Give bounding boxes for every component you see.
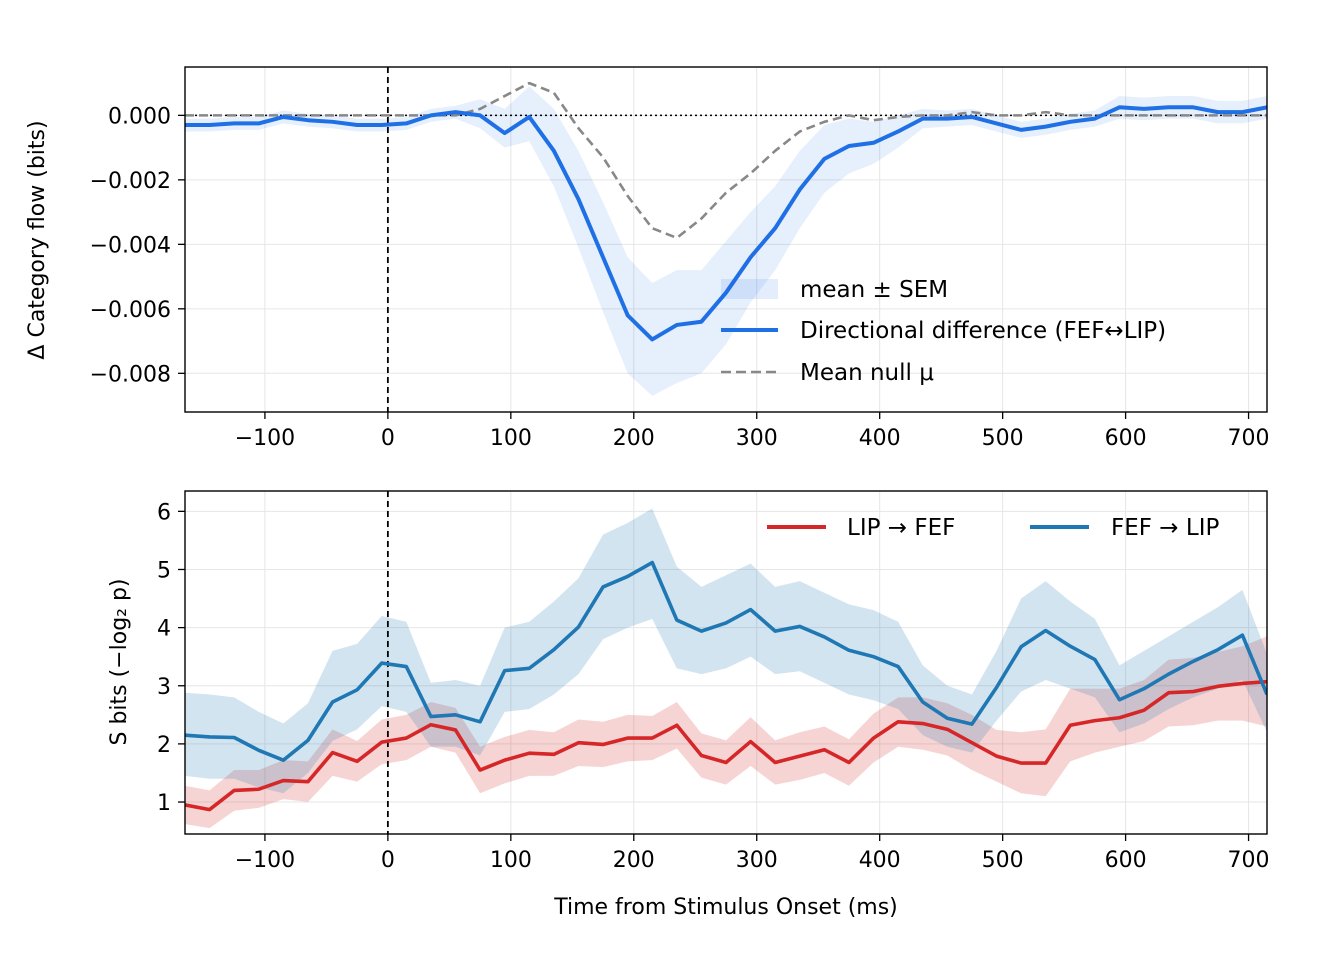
bottom-x-tick-label: 400 xyxy=(859,848,901,873)
top-plot-area xyxy=(185,67,1267,412)
top-x-tick-label: 500 xyxy=(982,426,1024,451)
series-line-mean-null xyxy=(185,81,1267,240)
bottom-panel: −100 0 100 200 300 400 500 600 700 1 2 3 4 5 6 S bits… xyxy=(107,490,1270,920)
top-x-tick-label: 0 xyxy=(381,426,395,451)
bottom-legend: LIP → FEF FEF → LIP xyxy=(767,515,1219,541)
top-x-tick-label: 300 xyxy=(736,426,778,451)
bottom-y-ticks: 1 2 3 4 5 6 xyxy=(157,500,185,816)
top-y-tick-label: −0.002 xyxy=(90,169,171,194)
legend-label-null: Mean null μ xyxy=(800,360,934,386)
legend-label-lip-fef: LIP → FEF xyxy=(847,515,955,541)
sem-band-lip-fef xyxy=(185,636,1267,829)
top-x-tick-label: −100 xyxy=(235,426,295,451)
bottom-x-ticks: −100 0 100 200 300 400 500 600 700 xyxy=(235,834,1270,873)
bottom-plot-area xyxy=(185,491,1267,834)
top-axes-frame xyxy=(184,66,1268,413)
top-y-tick-label: −0.006 xyxy=(90,298,171,323)
legend-swatch-sem xyxy=(721,279,778,299)
bottom-y-axis-label: S bits (−log₂ p) xyxy=(107,578,132,745)
top-y-tick-label: −0.008 xyxy=(90,362,171,387)
top-x-tick-label: 400 xyxy=(859,426,901,451)
top-x-tick-label: 100 xyxy=(490,426,532,451)
sem-band-directional-difference-fef-lip xyxy=(185,86,1267,396)
bottom-y-tick-label: 2 xyxy=(157,733,171,758)
series-line-directional-difference-fef-lip xyxy=(185,105,1267,342)
top-y-tick-label: 0.000 xyxy=(108,104,171,129)
bottom-x-tick-label: −100 xyxy=(235,848,295,873)
bottom-y-tick-label: 4 xyxy=(157,617,171,642)
top-x-tick-label: 600 xyxy=(1105,426,1147,451)
bottom-x-tick-label: 100 xyxy=(490,848,532,873)
bottom-axes-frame xyxy=(184,490,1268,835)
top-legend: mean ± SEM Directional difference (FEF↔L… xyxy=(721,277,1166,386)
bottom-x-tick-label: 700 xyxy=(1228,848,1270,873)
legend-label-sem: mean ± SEM xyxy=(800,277,948,303)
top-panel: −100 0 100 200 300 400 500 600 700 0.000 −0.002 −0… xyxy=(25,66,1270,451)
series-line-lip-fef xyxy=(185,679,1267,812)
top-y-axis-label: Δ Category flow (bits) xyxy=(25,120,50,359)
legend-label-directional: Directional difference (FEF↔LIP) xyxy=(800,318,1166,344)
top-y-tick-label: −0.004 xyxy=(90,233,171,258)
bottom-x-tick-label: 600 xyxy=(1105,848,1147,873)
series-line-fef-lip xyxy=(185,560,1267,762)
bottom-x-tick-label: 500 xyxy=(982,848,1024,873)
bottom-x-axis-label: Time from Stimulus Onset (ms) xyxy=(553,895,898,920)
bottom-x-tick-label: 300 xyxy=(736,848,778,873)
bottom-y-tick-label: 1 xyxy=(157,791,171,816)
bottom-gridlines xyxy=(185,491,1267,834)
sem-band-fef-lip xyxy=(185,508,1267,794)
top-x-tick-label: 200 xyxy=(613,426,655,451)
bottom-x-tick-label: 200 xyxy=(613,848,655,873)
top-y-ticks: 0.000 −0.002 −0.004 −0.006 −0.008 xyxy=(90,104,185,387)
top-x-ticks: −100 0 100 200 300 400 500 600 700 xyxy=(235,412,1270,451)
bottom-x-tick-label: 0 xyxy=(381,848,395,873)
bottom-y-tick-label: 5 xyxy=(157,558,171,583)
legend-label-fef-lip: FEF → LIP xyxy=(1111,515,1219,541)
bottom-y-tick-label: 6 xyxy=(157,500,171,525)
bottom-y-tick-label: 3 xyxy=(157,675,171,700)
top-x-tick-label: 700 xyxy=(1228,426,1270,451)
